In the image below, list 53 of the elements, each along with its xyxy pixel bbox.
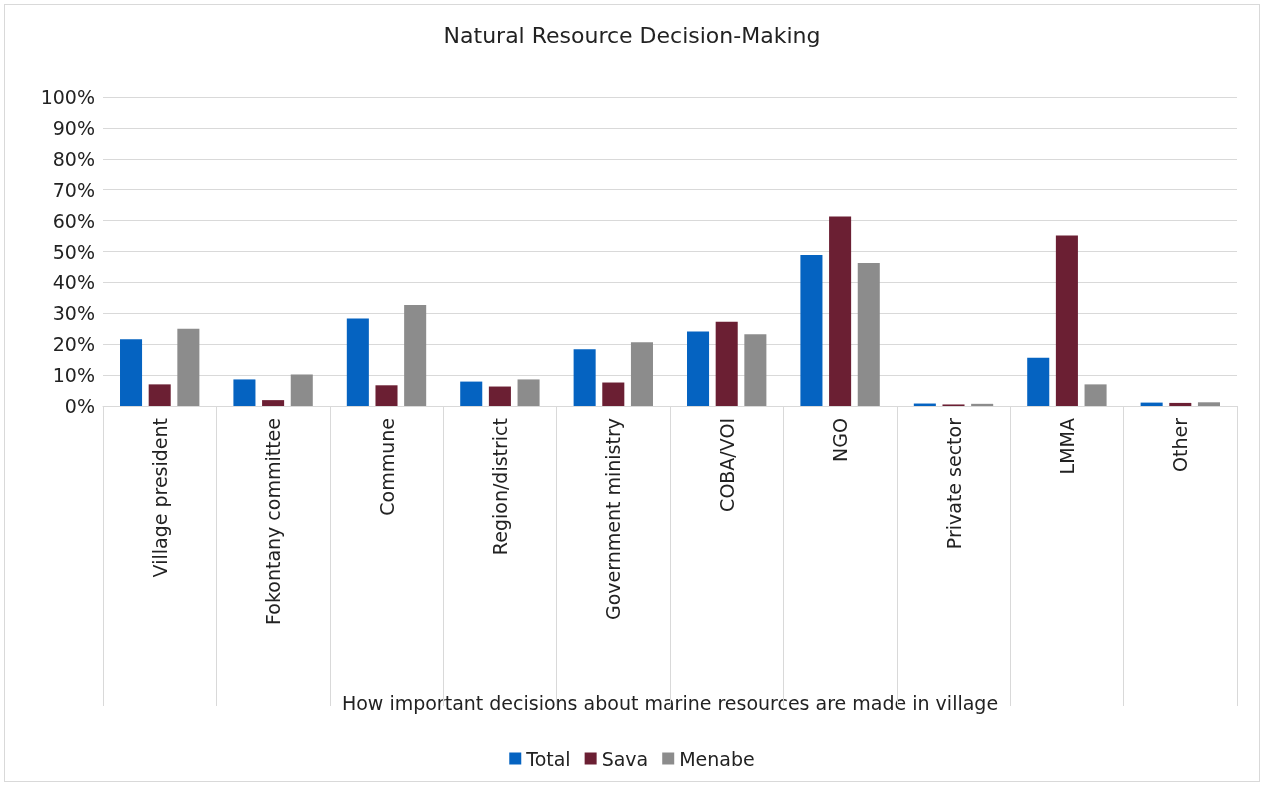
legend-label: Sava xyxy=(601,747,649,770)
x-tick-label: Village president xyxy=(148,418,171,578)
bar xyxy=(148,384,171,406)
bar xyxy=(687,331,710,406)
bar xyxy=(233,379,256,406)
bar xyxy=(630,342,653,406)
bar xyxy=(573,349,596,406)
bar xyxy=(971,403,994,406)
y-tick-label: 70% xyxy=(52,178,95,201)
bar xyxy=(715,321,738,406)
bar xyxy=(262,400,285,406)
bar xyxy=(517,379,540,406)
bar xyxy=(829,216,852,406)
y-tick-label: 60% xyxy=(52,209,95,232)
bar xyxy=(602,382,625,406)
x-tick-label: Region/district xyxy=(488,418,511,556)
y-tick-label: 80% xyxy=(52,147,95,170)
legend-label: Menabe xyxy=(679,747,755,770)
bar xyxy=(1084,384,1107,406)
chart-title: Natural Resource Decision-Making xyxy=(443,22,821,48)
x-tick-label: Other xyxy=(1169,417,1192,472)
x-tick-label: Government ministry xyxy=(602,418,625,621)
bar xyxy=(404,304,427,406)
bar xyxy=(346,318,369,406)
bar xyxy=(290,374,313,406)
bar xyxy=(800,254,823,406)
bar xyxy=(488,386,511,406)
x-tick-label: Commune xyxy=(375,418,398,516)
bar xyxy=(1169,402,1192,406)
bar xyxy=(1197,402,1220,406)
x-tick-label: COBA/VOI xyxy=(715,418,738,512)
x-tick-label: Private sector xyxy=(942,417,965,550)
x-tick-label: LMMA xyxy=(1055,418,1078,475)
bar xyxy=(460,381,483,406)
y-tick-label: 20% xyxy=(52,333,95,356)
bar xyxy=(857,262,880,406)
y-tick-label: 90% xyxy=(52,116,95,139)
bar xyxy=(375,385,398,406)
bar xyxy=(120,339,143,406)
bar xyxy=(744,334,767,406)
x-axis-title: How important decisions about marine resources are made in village xyxy=(341,691,999,714)
y-tick-label: 50% xyxy=(52,240,95,263)
y-tick-label: 40% xyxy=(52,271,95,294)
legend-label: Total xyxy=(525,747,571,770)
y-tick-label: 100% xyxy=(40,86,95,108)
y-tick-label: 30% xyxy=(52,302,95,325)
bar xyxy=(1027,357,1050,406)
bar xyxy=(177,328,200,406)
x-tick-label: NGO xyxy=(829,418,852,462)
y-tick-label: 10% xyxy=(52,364,95,387)
x-tick-label: Fokontany committee xyxy=(262,418,285,625)
y-tick-label: 0% xyxy=(64,395,95,417)
bar xyxy=(1055,235,1078,406)
